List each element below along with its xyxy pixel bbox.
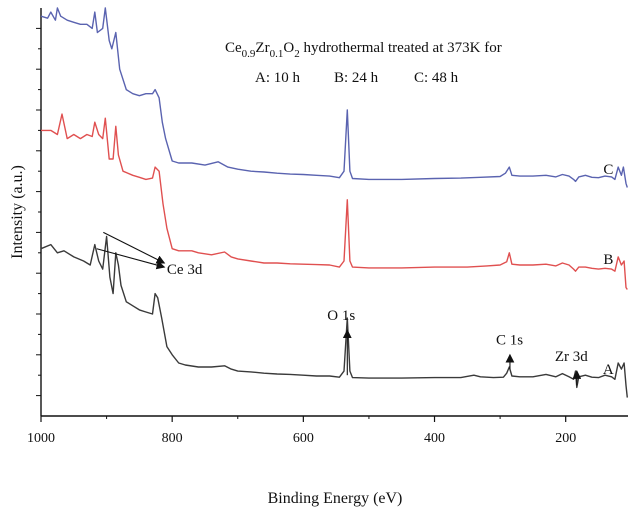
y-axis-title: Intensity (a.u.) xyxy=(9,165,26,259)
o-1s-label: O 1s xyxy=(327,308,355,324)
series-label-a: A xyxy=(603,362,614,378)
x-axis-title: Binding Energy (eV) xyxy=(268,490,403,507)
y-axis-ticks xyxy=(36,27,41,397)
ce-3d-label: Ce 3d xyxy=(167,262,203,278)
legend-item-a: A: 10 h xyxy=(255,70,301,86)
x-tick-label: 200 xyxy=(555,431,576,446)
x-tick-label: 600 xyxy=(293,431,314,446)
x-tick-label: 400 xyxy=(424,431,445,446)
series-label-c: C xyxy=(603,162,613,178)
ce-3d-arrow-2 xyxy=(96,248,166,270)
series-line-c xyxy=(40,7,628,188)
c-1s-label: C 1s xyxy=(496,333,523,349)
chart-title: Ce0.9Zr0.1O2 hydrothermal treated at 373… xyxy=(225,40,502,60)
legend-item-c: C: 48 h xyxy=(414,70,459,86)
legend-item-b: B: 24 h xyxy=(334,70,379,86)
zr-3d-label: Zr 3d xyxy=(555,349,588,365)
x-tick-label: 1000 xyxy=(27,431,55,446)
annotation-layer: Ce 3d O 1s C 1s Zr 3d xyxy=(96,231,588,386)
x-tick-label: 800 xyxy=(162,431,183,446)
x-axis-ticks: 1000 800 600 400 200 xyxy=(27,416,576,446)
series-line-b xyxy=(41,113,628,290)
series-layer: A B C xyxy=(40,7,628,398)
series-label-b: B xyxy=(603,252,613,268)
ce-3d-arrow-1 xyxy=(103,231,166,264)
